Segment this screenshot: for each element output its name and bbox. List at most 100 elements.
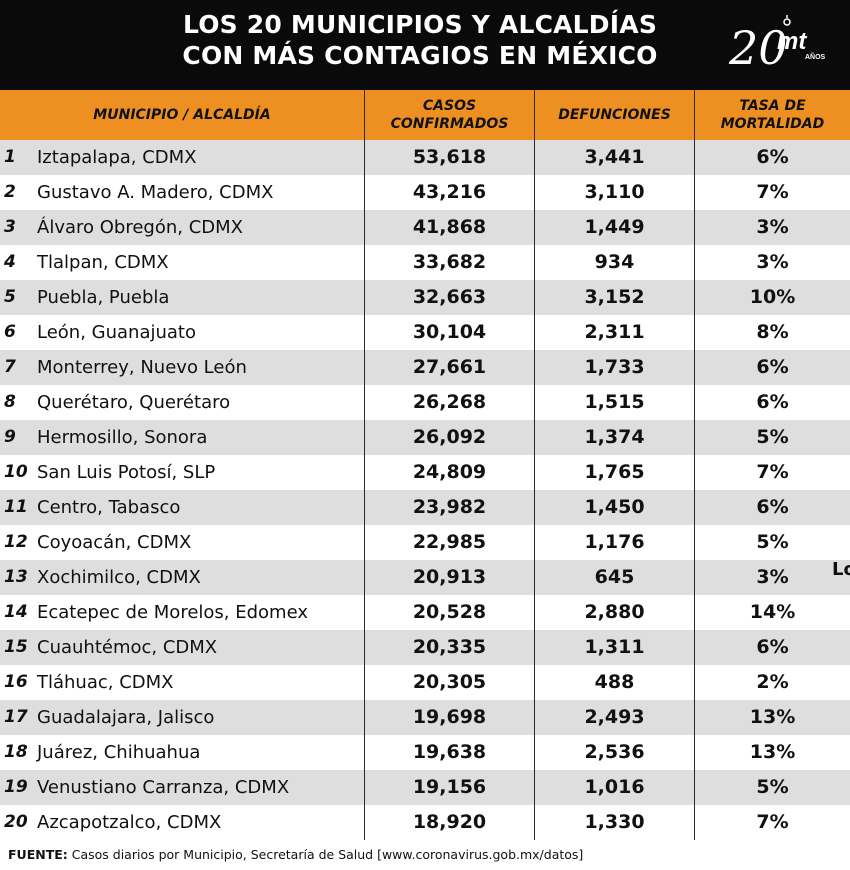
table-row: 9 Hermosillo, Sonora 26,092 1,374 5% bbox=[0, 420, 850, 455]
row-tasa: 14% bbox=[749, 601, 796, 623]
row-defunciones: 1,449 bbox=[584, 216, 645, 238]
column-header-defunciones: DEFUNCIONES bbox=[558, 107, 671, 123]
row-defunciones: 1,733 bbox=[584, 356, 645, 378]
row-rank: 15 bbox=[4, 637, 28, 657]
column-divider bbox=[534, 90, 535, 840]
row-casos: 19,638 bbox=[412, 741, 487, 763]
row-defunciones: 934 bbox=[594, 251, 635, 273]
row-casos: 19,156 bbox=[412, 776, 487, 798]
row-municipio: Azcapotzalco, CDMX bbox=[37, 812, 222, 833]
row-tasa: 3% bbox=[756, 251, 789, 273]
row-municipio: Cuauhtémoc, CDMX bbox=[37, 637, 218, 658]
row-defunciones: 3,152 bbox=[584, 286, 645, 308]
row-tasa: 13% bbox=[749, 706, 796, 728]
row-rank: 6 bbox=[4, 322, 16, 342]
row-municipio: Venustiano Carranza, CDMX bbox=[37, 777, 290, 798]
table-row: 8 Querétaro, Querétaro 26,268 1,515 6% bbox=[0, 385, 850, 420]
row-municipio: Hermosillo, Sonora bbox=[37, 427, 208, 448]
row-rank: 4 bbox=[4, 252, 16, 272]
row-casos: 33,682 bbox=[412, 251, 487, 273]
title-line-1: LOS 20 MUNICIPIOS Y ALCALDÍAS bbox=[182, 10, 658, 39]
row-tasa: 6% bbox=[756, 146, 789, 168]
row-rank: 19 bbox=[4, 777, 28, 797]
table-row: 7 Monterrey, Nuevo León 27,661 1,733 6% bbox=[0, 350, 850, 385]
table-row: 18 Juárez, Chihuahua 19,638 2,536 13% bbox=[0, 735, 850, 770]
table-row: 16 Tláhuac, CDMX 20,305 488 2% bbox=[0, 665, 850, 700]
table-row: 17 Guadalajara, Jalisco 19,698 2,493 13% bbox=[0, 700, 850, 735]
row-defunciones: 1,765 bbox=[584, 461, 645, 483]
row-municipio: Xochimilco, CDMX bbox=[37, 567, 201, 588]
table-row: 6 León, Guanajuato 30,104 2,311 8% bbox=[0, 315, 850, 350]
table-row: 15 Cuauhtémoc, CDMX 20,335 1,311 6% bbox=[0, 630, 850, 665]
row-rank: 17 bbox=[4, 707, 28, 727]
row-rank: 13 bbox=[4, 567, 28, 587]
row-casos: 22,985 bbox=[412, 531, 487, 553]
row-defunciones: 645 bbox=[594, 566, 635, 588]
row-tasa: 6% bbox=[756, 356, 789, 378]
row-municipio: Gustavo A. Madero, CDMX bbox=[37, 182, 274, 203]
table-row: 2 Gustavo A. Madero, CDMX 43,216 3,110 7% bbox=[0, 175, 850, 210]
row-tasa: 10% bbox=[749, 286, 796, 308]
column-divider bbox=[694, 90, 695, 840]
page-title: LOS 20 MUNICIPIOS Y ALCALDÍAS CON MÁS CO… bbox=[120, 9, 720, 71]
row-casos: 26,092 bbox=[412, 426, 487, 448]
row-municipio: Iztapalapa, CDMX bbox=[37, 147, 197, 168]
row-defunciones: 2,880 bbox=[584, 601, 645, 623]
brand-logo: 20 mt AÑOS bbox=[727, 12, 827, 74]
row-municipio: Ecatepec de Morelos, Edomex bbox=[37, 602, 308, 623]
row-casos: 27,661 bbox=[412, 356, 487, 378]
row-municipio: Tláhuac, CDMX bbox=[37, 672, 174, 693]
row-casos: 32,663 bbox=[412, 286, 487, 308]
row-defunciones: 3,110 bbox=[584, 181, 645, 203]
row-municipio: Álvaro Obregón, CDMX bbox=[37, 217, 243, 238]
logo-20-mark: 20 bbox=[728, 15, 791, 74]
column-divider bbox=[364, 90, 365, 840]
row-defunciones: 1,176 bbox=[584, 531, 645, 553]
table-row: 12 Coyoacán, CDMX 22,985 1,176 5% bbox=[0, 525, 850, 560]
row-municipio: Centro, Tabasco bbox=[37, 497, 181, 518]
row-casos: 53,618 bbox=[412, 146, 487, 168]
row-casos: 41,868 bbox=[412, 216, 487, 238]
row-tasa: 5% bbox=[756, 776, 789, 798]
row-casos: 20,335 bbox=[412, 636, 487, 658]
table-row: 3 Álvaro Obregón, CDMX 41,868 1,449 3% bbox=[0, 210, 850, 245]
row-municipio: Tlalpan, CDMX bbox=[37, 252, 169, 273]
column-header-municipio: MUNICIPIO / ALCALDÍA bbox=[93, 107, 271, 123]
row-defunciones: 2,536 bbox=[584, 741, 645, 763]
row-rank: 9 bbox=[4, 427, 16, 447]
row-casos: 18,920 bbox=[412, 811, 487, 833]
title-line-2: CON MÁS CONTAGIOS EN MÉXICO bbox=[182, 41, 658, 70]
table-body: 1 Iztapalapa, CDMX 53,618 3,441 6% 2 Gustavo A… bbox=[0, 140, 850, 840]
row-defunciones: 2,311 bbox=[584, 321, 645, 343]
table-row: 4 Tlalpan, CDMX 33,682 934 3% bbox=[0, 245, 850, 280]
row-defunciones: 488 bbox=[594, 671, 635, 693]
svg-text:20: 20 bbox=[728, 21, 788, 74]
table-row: 5 Puebla, Puebla 32,663 3,152 10% bbox=[0, 280, 850, 315]
row-rank: 11 bbox=[4, 497, 28, 517]
row-casos: 23,982 bbox=[412, 496, 487, 518]
row-tasa: 3% bbox=[756, 566, 789, 588]
row-municipio: Querétaro, Querétaro bbox=[37, 392, 231, 413]
header-bar: LOS 20 MUNICIPIOS Y ALCALDÍAS CON MÁS CO… bbox=[0, 0, 850, 90]
row-casos: 20,305 bbox=[412, 671, 487, 693]
row-tasa: 8% bbox=[756, 321, 789, 343]
row-rank: 14 bbox=[4, 602, 28, 622]
table-row: 14 Ecatepec de Morelos, Edomex 20,528 2,880… bbox=[0, 595, 850, 630]
row-rank: 1 bbox=[4, 147, 16, 167]
row-municipio: León, Guanajuato bbox=[37, 322, 196, 343]
source-footer: FUENTE: Casos diarios por Municipio, Sec… bbox=[0, 840, 850, 870]
logo-brand-text: mt bbox=[777, 28, 807, 55]
row-tasa: 3% bbox=[756, 216, 789, 238]
table-row: 20 Azcapotzalco, CDMX 18,920 1,330 7% bbox=[0, 805, 850, 840]
column-header-tasa: TASA DE MORTALIDAD bbox=[720, 98, 825, 132]
row-municipio: Guadalajara, Jalisco bbox=[37, 707, 215, 728]
row-defunciones: 1,016 bbox=[584, 776, 645, 798]
row-tasa: 7% bbox=[756, 461, 789, 483]
row-municipio: Puebla, Puebla bbox=[37, 287, 170, 308]
row-tasa: 6% bbox=[756, 391, 789, 413]
source-label: FUENTE: bbox=[8, 847, 68, 862]
row-tasa: 2% bbox=[756, 671, 789, 693]
row-municipio: Juárez, Chihuahua bbox=[37, 742, 201, 763]
row-defunciones: 1,450 bbox=[584, 496, 645, 518]
row-casos: 43,216 bbox=[412, 181, 487, 203]
